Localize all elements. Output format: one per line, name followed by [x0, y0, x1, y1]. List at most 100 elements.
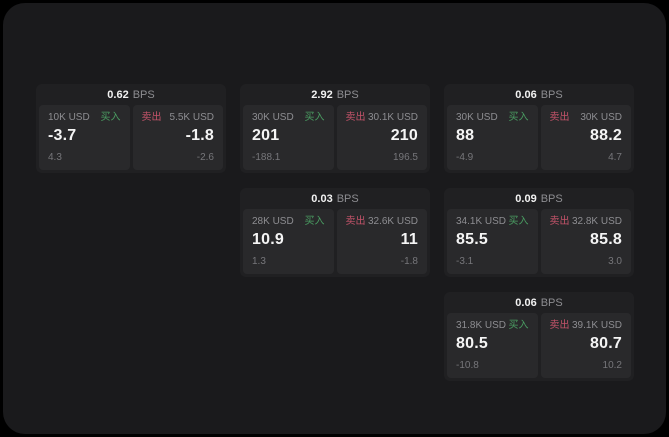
sell-label: 卖出 [345, 112, 366, 123]
bps-unit-label: BPS [540, 88, 563, 101]
bps-value: 0.06 [515, 88, 537, 101]
bps-header: 0.06 BPS [447, 292, 631, 313]
sell-panel-top: 卖出 32.8K USD [550, 216, 623, 228]
buy-panel-top: 30K USD 买入 [456, 112, 529, 124]
sell-delta: 10.2 [602, 360, 622, 371]
buy-panel[interactable]: 10K USD 买入 -3.7 4.3 [39, 105, 130, 170]
buy-panel[interactable]: 28K USD 买入 10.9 1.3 [243, 209, 334, 274]
sell-amount: 5.5K USD [169, 112, 214, 123]
bps-header: 0.09 BPS [447, 188, 631, 209]
buy-amount: 34.1K USD [456, 216, 507, 227]
quote-card-body: 30K USD 买入 88 -4.9 卖出 30K USD 88.2 4.7 [447, 105, 631, 170]
sell-panel-top: 卖出 39.1K USD [550, 320, 623, 332]
buy-label: 买入 [304, 216, 325, 227]
bps-value: 0.09 [515, 192, 537, 205]
sell-panel-top: 卖出 32.6K USD [346, 216, 419, 228]
sell-label: 卖出 [549, 320, 570, 331]
buy-panel[interactable]: 34.1K USD 买入 85.5 -3.1 [447, 209, 538, 274]
sell-amount: 30.1K USD [367, 112, 418, 123]
quote-card: 0.06 BPS 31.8K USD 买入 80.5 -10.8 卖出 39.1… [444, 292, 634, 381]
sell-price: 210 [390, 127, 418, 144]
buy-panel-top: 28K USD 买入 [252, 216, 325, 228]
quote-card: 0.06 BPS 30K USD 买入 88 -4.9 卖出 30K USD 8… [444, 84, 634, 173]
buy-label: 买入 [304, 112, 325, 123]
quote-card: 0.09 BPS 34.1K USD 买入 85.5 -3.1 卖出 32.8K… [444, 188, 634, 277]
sell-price: 85.8 [590, 231, 622, 248]
quote-card-body: 10K USD 买入 -3.7 4.3 卖出 5.5K USD -1.8 -2.… [39, 105, 223, 170]
sell-delta: 3.0 [608, 256, 622, 267]
bps-unit-label: BPS [540, 296, 563, 309]
sell-delta: 4.7 [608, 152, 622, 163]
sell-label: 卖出 [345, 216, 366, 227]
sell-label: 卖出 [549, 216, 570, 227]
sell-panel[interactable]: 卖出 39.1K USD 80.7 10.2 [540, 313, 631, 378]
quote-card-body: 31.8K USD 买入 80.5 -10.8 卖出 39.1K USD 80.… [447, 313, 631, 378]
sell-panel-top: 卖出 30.1K USD [346, 112, 419, 124]
bps-header: 0.62 BPS [39, 84, 223, 105]
buy-panel[interactable]: 31.8K USD 买入 80.5 -10.8 [447, 313, 538, 378]
sell-price: 80.7 [590, 335, 622, 352]
sell-panel[interactable]: 卖出 30K USD 88.2 4.7 [540, 105, 631, 170]
sell-amount: 32.6K USD [367, 216, 418, 227]
bps-header: 0.06 BPS [447, 84, 631, 105]
app-panel: 0.62 BPS 10K USD 买入 -3.7 4.3 卖出 5.5K USD… [3, 3, 666, 434]
bps-unit-label: BPS [540, 192, 563, 205]
bps-header: 0.03 BPS [243, 188, 427, 209]
buy-delta: -3.1 [456, 256, 474, 267]
cards-grid: 0.62 BPS 10K USD 买入 -3.7 4.3 卖出 5.5K USD… [36, 84, 634, 381]
buy-label: 买入 [508, 112, 529, 123]
sell-panel[interactable]: 卖出 32.8K USD 85.8 3.0 [540, 209, 631, 274]
sell-price: -1.8 [185, 127, 214, 144]
sell-price: 11 [400, 231, 418, 248]
quote-card: 0.62 BPS 10K USD 买入 -3.7 4.3 卖出 5.5K USD… [36, 84, 226, 173]
buy-price: 10.9 [252, 231, 284, 248]
buy-price: 201 [252, 127, 280, 144]
sell-panel-top: 卖出 5.5K USD [142, 112, 215, 124]
buy-delta: 4.3 [48, 152, 62, 163]
quote-card-body: 28K USD 买入 10.9 1.3 卖出 32.6K USD 11 -1.8 [243, 209, 427, 274]
buy-price: 85.5 [456, 231, 488, 248]
sell-panel[interactable]: 卖出 30.1K USD 210 196.5 [336, 105, 427, 170]
buy-delta: -10.8 [456, 360, 479, 371]
sell-delta: 196.5 [392, 152, 418, 163]
buy-price: 88 [456, 127, 475, 144]
buy-price: 80.5 [456, 335, 488, 352]
buy-amount: 30K USD [252, 112, 294, 123]
quote-card: 2.92 BPS 30K USD 买入 201 -188.1 卖出 30.1K … [240, 84, 430, 173]
buy-panel-top: 10K USD 买入 [48, 112, 121, 124]
buy-panel[interactable]: 30K USD 买入 88 -4.9 [447, 105, 538, 170]
bps-unit-label: BPS [336, 88, 359, 101]
buy-label: 买入 [100, 112, 121, 123]
bps-unit-label: BPS [132, 88, 155, 101]
sell-delta: -2.6 [196, 152, 214, 163]
buy-delta: 1.3 [252, 256, 266, 267]
buy-amount: 28K USD [252, 216, 294, 227]
sell-amount: 39.1K USD [571, 320, 622, 331]
sell-amount: 30K USD [580, 112, 622, 123]
bps-value: 0.62 [107, 88, 129, 101]
sell-delta: -1.8 [400, 256, 418, 267]
buy-panel-top: 30K USD 买入 [252, 112, 325, 124]
quote-card-body: 30K USD 买入 201 -188.1 卖出 30.1K USD 210 1… [243, 105, 427, 170]
bps-value: 0.06 [515, 296, 537, 309]
quote-card: 0.03 BPS 28K USD 买入 10.9 1.3 卖出 32.6K US… [240, 188, 430, 277]
sell-label: 卖出 [549, 112, 570, 123]
sell-panel[interactable]: 卖出 5.5K USD -1.8 -2.6 [132, 105, 223, 170]
buy-delta: -188.1 [252, 152, 281, 163]
bps-unit-label: BPS [336, 192, 359, 205]
buy-amount: 30K USD [456, 112, 498, 123]
sell-price: 88.2 [590, 127, 622, 144]
bps-header: 2.92 BPS [243, 84, 427, 105]
buy-amount: 10K USD [48, 112, 90, 123]
buy-amount: 31.8K USD [456, 320, 507, 331]
bps-value: 0.03 [311, 192, 333, 205]
sell-amount: 32.8K USD [571, 216, 622, 227]
sell-panel[interactable]: 卖出 32.6K USD 11 -1.8 [336, 209, 427, 274]
buy-price: -3.7 [48, 127, 77, 144]
buy-delta: -4.9 [456, 152, 474, 163]
buy-panel-top: 31.8K USD 买入 [456, 320, 529, 332]
buy-panel[interactable]: 30K USD 买入 201 -188.1 [243, 105, 334, 170]
buy-label: 买入 [508, 320, 529, 331]
sell-panel-top: 卖出 30K USD [550, 112, 623, 124]
sell-label: 卖出 [141, 112, 162, 123]
